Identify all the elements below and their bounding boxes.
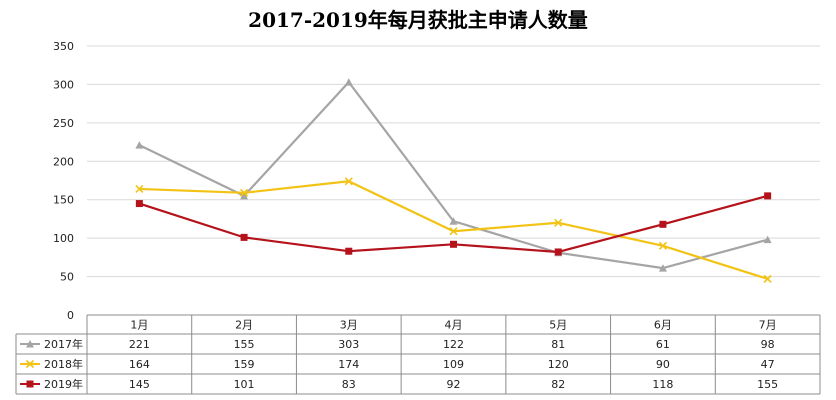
x-category-label: 7月 <box>759 319 777 332</box>
table-cell: 81 <box>551 338 565 351</box>
y-tick-label: 0 <box>67 309 74 322</box>
series-2019年 <box>135 192 772 256</box>
data-point <box>135 141 144 149</box>
y-tick-label: 250 <box>53 117 74 130</box>
data-point <box>135 200 143 208</box>
table-cell: 47 <box>761 358 775 371</box>
data-point <box>135 184 144 194</box>
data-point <box>345 247 353 255</box>
table-cell: 83 <box>342 378 356 391</box>
legend-label: 2018年 <box>44 357 83 371</box>
series-lines <box>135 78 772 283</box>
table-cell: 221 <box>129 338 150 351</box>
data-point <box>344 78 353 86</box>
x-category-label: 3月 <box>340 319 358 332</box>
table-cell: 90 <box>656 358 670 371</box>
data-point <box>240 233 248 241</box>
table-cell: 155 <box>757 378 778 391</box>
data-point <box>450 240 457 248</box>
data-point <box>658 264 667 272</box>
table-cell: 101 <box>234 378 255 391</box>
data-point <box>344 177 353 186</box>
table-cell: 155 <box>234 338 255 351</box>
legend-key <box>20 380 40 388</box>
data-point <box>449 227 458 236</box>
data-point <box>764 192 772 200</box>
y-axis-ticks: 0 50 100 150 200 250 300 350 <box>53 40 74 322</box>
x-category-label: 5月 <box>549 319 567 332</box>
data-point <box>658 241 667 250</box>
table-cell: 61 <box>656 338 670 351</box>
data-point <box>763 274 772 283</box>
x-category-label: 4月 <box>445 319 463 332</box>
y-tick-label: 150 <box>53 194 74 207</box>
data-point <box>659 220 667 228</box>
series-line <box>138 81 768 270</box>
data-point <box>240 188 249 197</box>
legend-key <box>20 340 40 348</box>
y-tick-label: 50 <box>60 271 74 284</box>
table-cell: 98 <box>761 338 775 351</box>
data-point <box>763 235 772 244</box>
table-cell: 164 <box>129 358 150 371</box>
y-tick-label: 350 <box>53 40 74 53</box>
table-cell: 92 <box>447 378 461 391</box>
legend-label: 2019年 <box>44 377 83 391</box>
y-tick-label: 200 <box>53 155 74 168</box>
x-category-label: 1月 <box>130 319 148 332</box>
x-category-label: 6月 <box>654 319 672 332</box>
table-cell: 122 <box>443 338 464 351</box>
y-tick-label: 100 <box>53 232 74 245</box>
table-cell: 120 <box>548 358 569 371</box>
table-cell: 303 <box>338 338 359 351</box>
table-cell: 109 <box>443 358 464 371</box>
y-tick-label: 300 <box>53 78 74 91</box>
data-point <box>554 218 563 227</box>
data-point <box>240 191 249 200</box>
data-point <box>554 248 562 256</box>
table-cell: 118 <box>652 378 673 391</box>
grid-lines <box>87 45 820 316</box>
chart-title: 2017-2019年每月获批主申请人数量 <box>248 8 588 32</box>
table-cell: 82 <box>551 378 565 391</box>
table-cell: 145 <box>129 378 150 391</box>
x-category-label: 2月 <box>235 319 253 332</box>
series-2018年 <box>135 177 772 283</box>
data-point <box>449 217 458 225</box>
legend-key <box>20 359 40 369</box>
table-cell: 159 <box>234 358 255 371</box>
table-cell: 174 <box>338 358 359 371</box>
legend-label: 2017年 <box>44 337 83 351</box>
data-table: 1月 2月 3月 4月 5月 6月 7月 2017年 221 155 303 122 81 61 98 201… <box>15 314 821 395</box>
